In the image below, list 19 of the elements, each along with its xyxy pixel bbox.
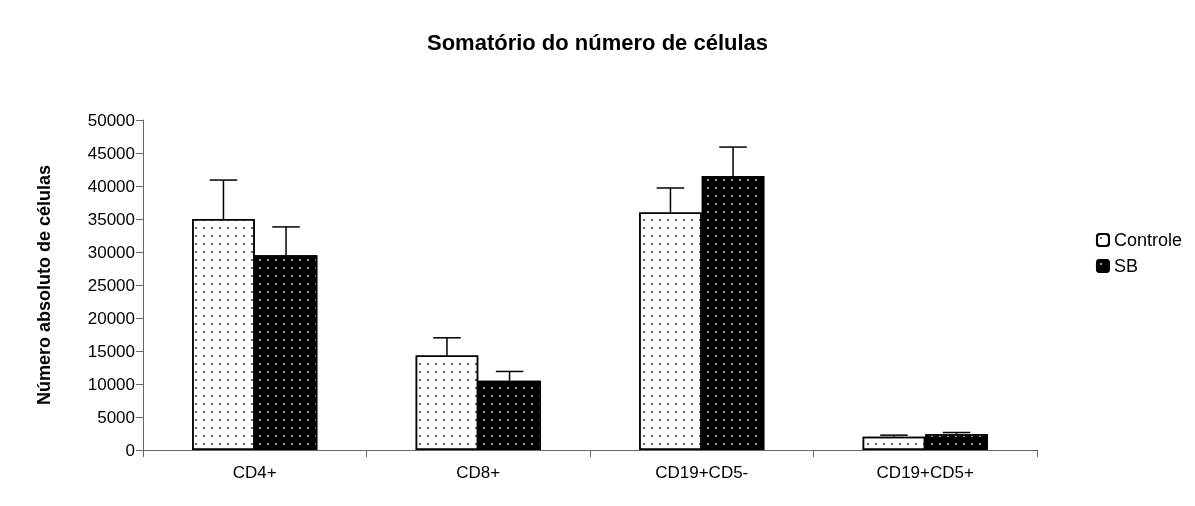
x-tick-label: CD19+CD5+ [876,463,974,482]
y-tick-label: 50000 [87,110,135,130]
y-tick-label: 0 [125,440,135,460]
y-tick-label: 15000 [87,341,135,361]
y-tick-label: 5000 [97,407,135,427]
y-tick-label: 35000 [87,209,135,229]
chart-title: Somatório do número de células [426,29,769,55]
y-axis-title: Número absoluto de células [34,164,54,406]
x-tick-label: CD8+ [456,463,501,482]
y-tick-label: 30000 [87,242,135,262]
y-tick-label: 25000 [87,275,135,295]
y-tick-label: 10000 [87,374,135,394]
y-tick-label: 45000 [87,143,135,163]
y-tick-label: 20000 [87,308,135,328]
legend-label: Controle [1113,230,1183,250]
legend-label: SB [1113,256,1138,276]
x-tick-label: CD19+CD5- [655,463,749,482]
x-tick-label: CD4+ [232,463,277,482]
y-tick-label: 40000 [87,176,135,196]
